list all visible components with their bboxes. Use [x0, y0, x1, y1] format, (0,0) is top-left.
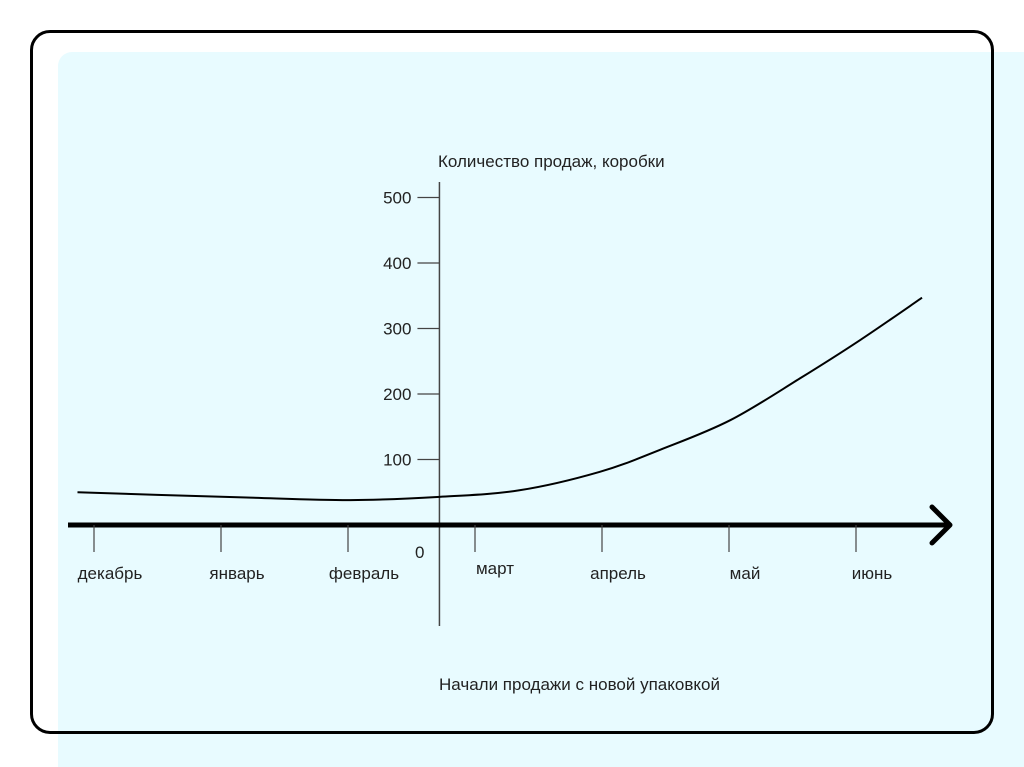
sales-line [77, 296, 923, 502]
x-tick-label: апрель [590, 564, 646, 583]
x-axis-arrow-icon [929, 504, 953, 546]
x-tick-label: март [476, 559, 514, 578]
x-tick-label: январь [209, 564, 264, 583]
chart-background-panel [58, 52, 1024, 767]
origin-label: 0 [415, 543, 424, 562]
y-tick-label: 400 [383, 254, 411, 273]
x-tick-label: декабрь [78, 564, 143, 583]
x-tick-label: июнь [852, 564, 893, 583]
y-tick-label: 500 [383, 189, 411, 208]
x-tick-label: февраль [329, 564, 399, 583]
y-tick-label: 300 [383, 320, 411, 339]
event-annotation: Начали продажи с новой упаковкой [439, 675, 720, 694]
y-axis-label: Количество продаж, коробки [438, 152, 665, 171]
x-tick-label: май [730, 564, 761, 583]
y-tick-label: 200 [383, 385, 411, 404]
slide-frame [30, 30, 994, 734]
y-tick-label: 100 [383, 451, 411, 470]
